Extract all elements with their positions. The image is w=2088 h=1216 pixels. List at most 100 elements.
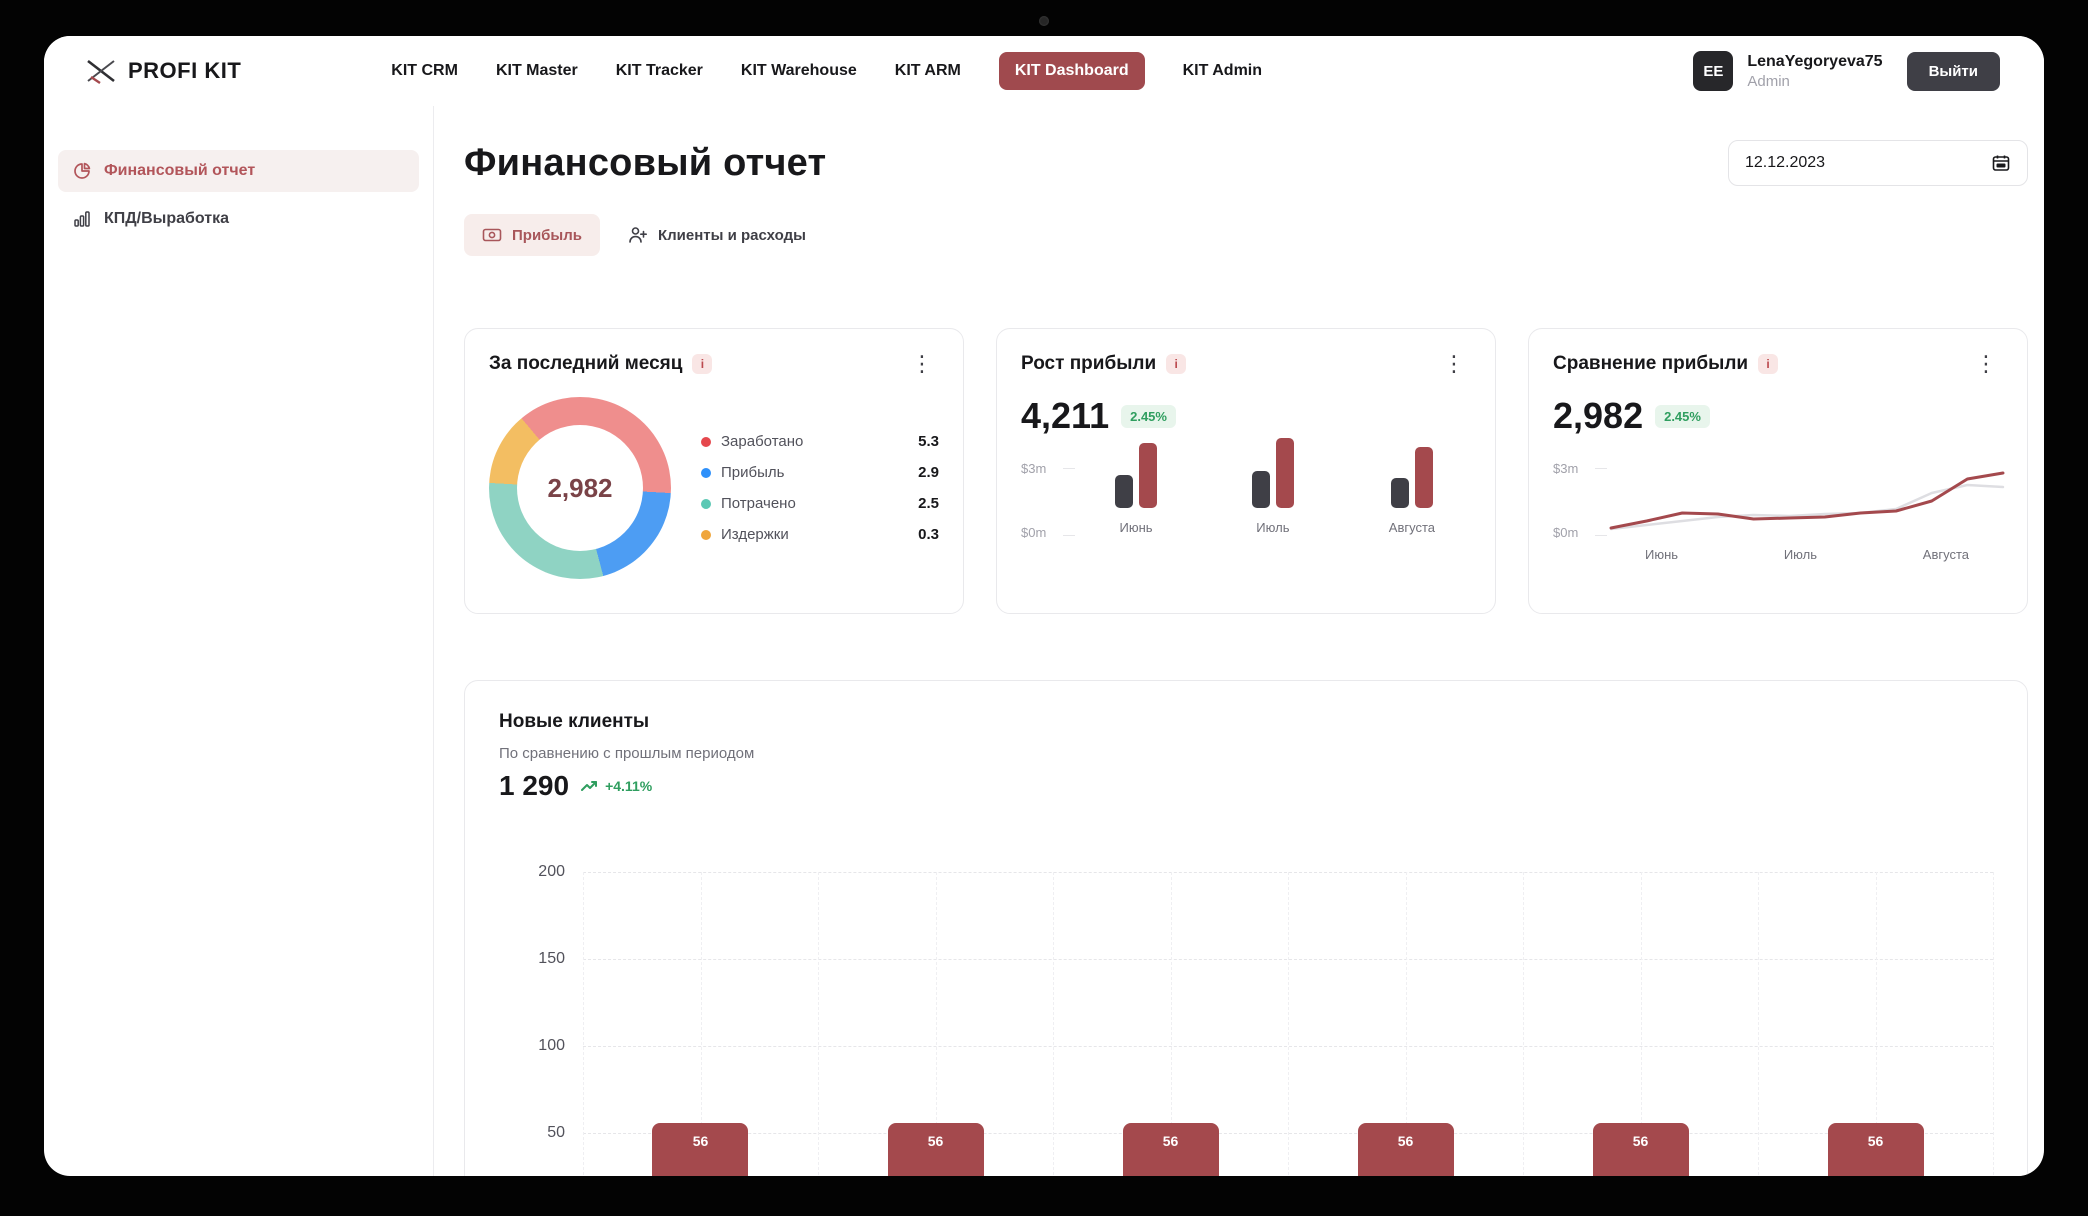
nav-kit-admin[interactable]: KIT Admin: [1182, 62, 1263, 79]
gridline-vertical: [700, 872, 702, 1176]
gridline-vertical: [1875, 872, 1877, 1176]
kebab-menu-icon[interactable]: [1437, 351, 1471, 377]
clients-plot: 200 150 100 50 56 56 56 56 56 56: [538, 863, 1994, 1176]
month-label: Августа: [1388, 520, 1435, 535]
top-navbar: PROFI KIT KIT CRM KIT Master KIT Tracker…: [44, 36, 2044, 106]
donut-body: 2,982 Заработано 5.3: [489, 397, 939, 579]
client-bar: 56: [1827, 1122, 1924, 1176]
body-row: Финансовый отчет КПД/Выработка Финансовы…: [44, 106, 2044, 1176]
logo-text: PROFI KIT: [128, 58, 242, 83]
legend-label: Прибыль: [721, 464, 785, 481]
axis-tick: [1063, 535, 1075, 536]
bar: [1275, 438, 1294, 508]
big-number-row: 4,211 2.45%: [1021, 395, 1471, 437]
sidebar: Финансовый отчет КПД/Выработка: [44, 106, 434, 1176]
big-number: 2,982: [1553, 395, 1644, 436]
growth-plot: $3m $0m Июнь Июль Августа: [1021, 438, 1471, 571]
gridline-vertical: [1993, 872, 1994, 1176]
legend-row: Заработано 5.3: [701, 433, 939, 450]
nav-kit-dashboard[interactable]: KIT Dashboard: [998, 52, 1145, 90]
tab-clients-expenses[interactable]: Клиенты и расходы: [610, 214, 824, 256]
month-label: Июнь: [1119, 520, 1153, 535]
gridline-vertical: [1758, 872, 1759, 1176]
legend-row: Прибыль 2.9: [701, 464, 939, 481]
tab-profit[interactable]: Прибыль: [464, 214, 600, 256]
nav-kit-master[interactable]: KIT Master: [495, 62, 578, 79]
legend-dot: [701, 498, 711, 509]
percent-badge: 2.45%: [1655, 404, 1710, 428]
card-header: Сравнение прибыли: [1553, 351, 2003, 377]
avatar[interactable]: EE: [1693, 51, 1734, 91]
sidebar-item-kpd[interactable]: КПД/Выработка: [58, 198, 419, 240]
trend-up-icon: [581, 781, 598, 791]
logo[interactable]: PROFI KIT: [84, 56, 241, 86]
card-title: За последний месяц: [489, 353, 683, 374]
client-bar: 56: [1357, 1122, 1454, 1176]
big-number: 4,211: [1021, 395, 1110, 436]
y-axis-label-top: $3m: [1553, 461, 1579, 476]
month-label: Июнь: [1645, 547, 1679, 562]
screen: PROFI KIT KIT CRM KIT Master KIT Tracker…: [44, 36, 2044, 1176]
y-tick-label: 200: [538, 863, 565, 880]
bar: [1251, 471, 1270, 508]
y-axis-label-bottom: $0m: [1021, 525, 1047, 540]
sidebar-item-label: КПД/Выработка: [104, 210, 229, 227]
bar-group: Июль: [1251, 429, 1294, 535]
date-picker[interactable]: 12.12.2023: [1728, 140, 2028, 186]
new-clients-number-row: 1 290 +4.11%: [499, 770, 1993, 802]
bar-value-label: 56: [1867, 1132, 1884, 1149]
legend-label: Заработано: [721, 433, 804, 450]
compare-months: Июнь Июль Августа: [1611, 547, 2003, 562]
user-box: EE LenaYegoryeva75 Admin Выйти: [1693, 51, 2000, 91]
card-header: За последний месяц: [489, 351, 939, 377]
info-icon[interactable]: [1758, 354, 1779, 374]
gridline-vertical: [1523, 872, 1524, 1176]
page-title: Финансовый отчет: [464, 141, 827, 184]
bar-value-label: 56: [1632, 1132, 1649, 1149]
kebab-menu-icon[interactable]: [1969, 351, 2003, 377]
legend-dot: [701, 436, 711, 447]
card-profit-compare: Сравнение прибыли 2,982 2.45% $3m $0m: [1528, 328, 2028, 614]
user-name: LenaYegoryeva75: [1747, 52, 1883, 70]
client-bar: 56: [1592, 1122, 1689, 1176]
y-tick-label: 50: [547, 1124, 565, 1141]
legend-value: 0.3: [918, 526, 939, 543]
legend-value: 5.3: [918, 433, 939, 450]
nav-kit-arm[interactable]: KIT ARM: [894, 62, 961, 79]
bar: [1414, 447, 1433, 508]
legend-row: Потрачено 2.5: [701, 495, 939, 512]
bar: [1115, 475, 1133, 508]
gridline-vertical: [1170, 872, 1172, 1176]
legend-value: 2.9: [918, 464, 939, 481]
gridline-vertical: [583, 872, 584, 1176]
y-axis-label-top: $3m: [1021, 461, 1047, 476]
main-nav: KIT CRM KIT Master KIT Tracker KIT Wareh…: [391, 52, 1262, 90]
user-meta: LenaYegoryeva75 Admin: [1747, 53, 1882, 90]
axis-tick: [1595, 468, 1607, 469]
kebab-menu-icon[interactable]: [905, 351, 939, 377]
gridline-vertical: [1053, 872, 1054, 1176]
info-icon[interactable]: [1166, 354, 1187, 374]
nav-kit-crm[interactable]: KIT CRM: [391, 62, 458, 79]
gridline-vertical: [818, 872, 819, 1176]
calendar-icon: [1992, 155, 2010, 171]
info-icon[interactable]: [692, 354, 713, 374]
legend-dot: [701, 529, 711, 540]
y-tick-label: 150: [538, 950, 565, 967]
bar: [1390, 478, 1409, 508]
tab-label: Клиенты и расходы: [658, 226, 806, 244]
y-tick-label: 100: [538, 1037, 565, 1054]
bar-group: Августа: [1389, 429, 1435, 535]
legend-row: Издержки 0.3: [701, 526, 939, 543]
gridline-vertical: [1640, 872, 1642, 1176]
sidebar-item-financial-report[interactable]: Финансовый отчет: [58, 150, 419, 192]
card-title: Рост прибыли: [1021, 353, 1157, 374]
delta-text: +4.11%: [605, 778, 653, 794]
main-content: Финансовый отчет 12.12.2023: [434, 106, 2044, 1176]
nav-kit-tracker[interactable]: KIT Tracker: [615, 62, 703, 79]
compare-plot: $3m $0m Июнь Июль Августа: [1553, 461, 2003, 571]
nav-kit-warehouse[interactable]: KIT Warehouse: [740, 62, 857, 79]
date-value: 12.12.2023: [1745, 154, 1826, 171]
logout-button[interactable]: Выйти: [1906, 51, 2000, 91]
client-bar: 56: [887, 1122, 984, 1176]
